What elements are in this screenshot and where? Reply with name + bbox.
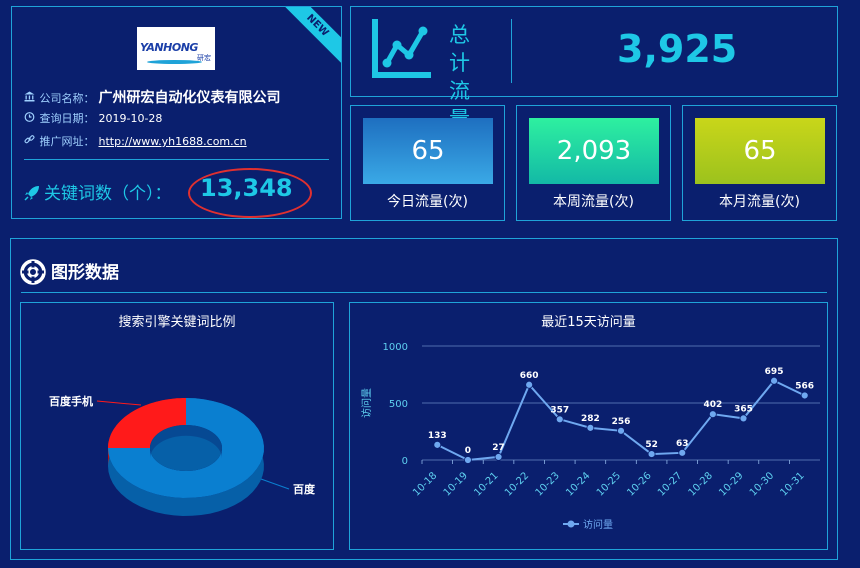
legend-label: 访问量 [583,518,613,531]
company-name-row: 公司名称： 广州研宏自动化仪表有限公司 [24,87,281,107]
data-label: 52 [645,440,658,450]
x-tick-label: 10-22 [503,470,531,498]
data-label: 566 [795,381,814,391]
y-tick-label: 1000 [383,342,408,353]
x-tick-label: 10-27 [656,470,684,498]
data-point [433,440,442,449]
site-row: 推广网址： http://www.yh1688.com.cn [24,133,247,149]
x-tick-label: 10-21 [472,470,500,498]
logo-text: YANHONG [140,41,198,54]
lifebuoy-icon [20,259,46,285]
link-icon [24,134,36,148]
pie-slice-百度手机 [108,398,186,448]
y-tick-label: 500 [389,399,408,410]
stat-card-month: 65 本月流量(次) [682,105,837,221]
stat-label-today: 今日流量(次) [387,194,468,210]
total-traffic-panel: 总计流量 3,925 [350,6,838,131]
bank-icon [24,91,36,105]
data-label: 133 [428,431,447,441]
y-axis-label: 访问量 [360,388,373,418]
total-separator [511,19,512,83]
pie-chart: 百度 百度手机 [49,394,316,516]
x-tick-label: 10-30 [748,470,776,498]
data-label: 660 [520,371,539,381]
stat-value-week: 2,093 [529,118,659,184]
data-point [617,426,625,435]
stat-card-week: 2,093 本周流量(次) [516,105,671,221]
site-link[interactable]: http://www.yh1688.com.cn [98,135,247,148]
pie-hole-shadow [150,425,222,459]
data-label: 402 [703,400,722,410]
data-label: 282 [581,414,600,424]
data-point [678,448,687,457]
data-label: 357 [550,405,569,415]
x-tick-label: 10-18 [411,470,439,498]
highlight-oval [188,168,312,218]
pie-label: 百度 [293,482,316,496]
company-name: 广州研宏自动化仪表有限公司 [98,90,281,106]
x-tick-label: 10-26 [625,470,653,498]
query-date-row: 查询日期： 2019-10-28 [24,110,162,126]
pie-label: 百度手机 [49,394,93,408]
query-date-label: 查询日期： [39,112,95,125]
x-tick-label: 10-25 [595,470,623,498]
pie-leader-line [96,400,142,406]
pie-slice-百度 [108,398,264,498]
data-label: 365 [734,404,753,414]
data-label: 695 [765,367,784,377]
data-label: 0 [465,446,471,456]
site-label: 推广网址： [39,135,95,148]
rocket-icon [24,186,39,201]
x-tick-label: 10-24 [564,470,592,498]
data-label: 63 [676,439,689,449]
divider [24,159,329,160]
x-tick-label: 10-28 [687,470,715,498]
x-tick-label: 10-31 [778,470,806,498]
line-chart-panel: 最近15天访问量 0 500 1000 访问量 10-18 10-19 10-21 10-22… [349,302,828,550]
company-info-panel: NEW YANHONG 研宏 公司名称： 广州研宏自动化仪表有限公司 查询日期： 2… [11,6,342,219]
stat-value-month: 65 [695,118,825,184]
stat-label-month: 本月流量(次) [719,194,800,210]
query-date: 2019-10-28 [98,112,163,125]
y-tick-label: 0 [402,456,408,467]
pie-leader-line [260,478,290,490]
stat-value-today: 65 [363,118,493,184]
pie-chart-title: 搜索引擎关键词比例 [118,315,236,330]
pie-hole [150,425,222,471]
data-point [708,410,717,419]
data-point [494,453,503,461]
graph-section: 图形数据 [10,238,838,560]
company-name-label: 公司名称： [39,92,95,105]
clock-icon [24,111,36,125]
data-point [464,456,472,464]
line-chart-title: 最近15天访问量 [541,315,636,330]
section-title: 图形数据 [51,263,119,283]
data-point [525,380,534,389]
section-divider [21,292,827,293]
company-logo: YANHONG 研宏 [137,27,215,70]
data-point [800,391,809,400]
keyword-count-label: 关键词数（个）： [44,184,172,204]
logo-subtext: 研宏 [197,54,211,62]
logo-swoosh [147,60,202,64]
stat-label-week: 本周流量(次) [553,194,634,210]
data-point [739,414,748,423]
new-badge: NEW [276,7,341,67]
data-point [647,450,656,458]
data-point [770,376,778,385]
line-chart-icon [372,19,431,78]
x-tick-label: 10-29 [717,470,745,498]
x-tick-label: 10-19 [442,470,470,498]
stat-card-today: 65 今日流量(次) [350,105,505,221]
data-label: 27 [492,443,505,453]
x-tick-label: 10-23 [534,470,562,498]
legend-marker [567,520,575,528]
data-label: 256 [612,417,631,427]
pie-chart-panel: 搜索引擎关键词比例 百度 百度手机 [20,302,334,550]
data-point [555,415,564,424]
keyword-count-row: 关键词数（个）： [24,179,172,204]
data-point [586,423,595,432]
total-traffic-value: 3,925 [617,27,738,71]
